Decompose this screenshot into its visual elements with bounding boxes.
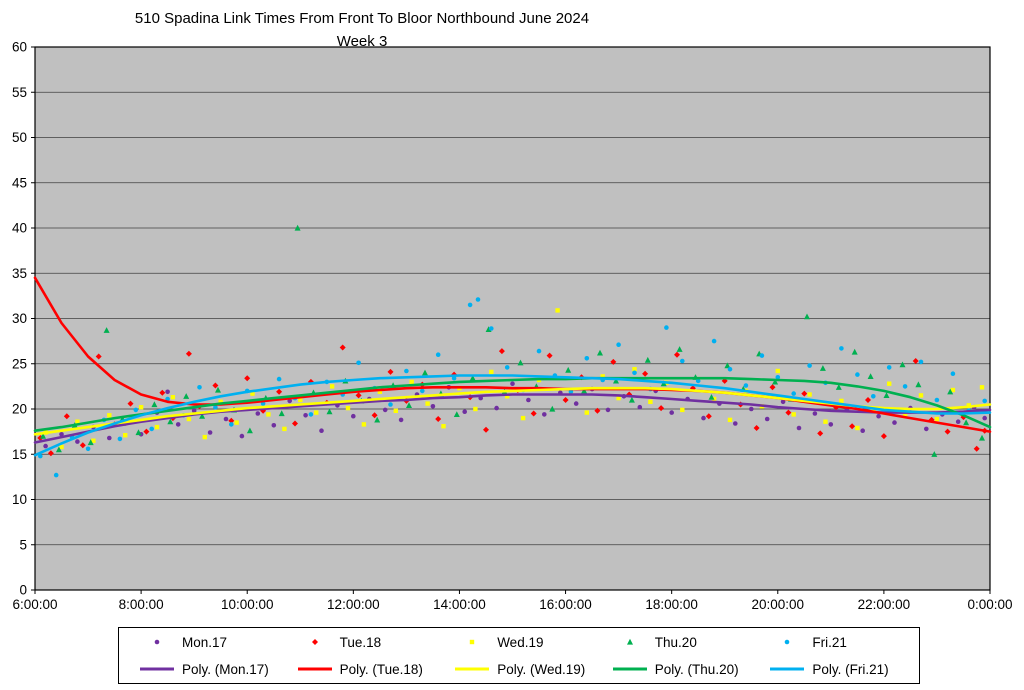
legend-label: Poly. (Wed.19) [497,661,586,677]
x-tick-label: 16:00:00 [539,597,592,612]
legend-label: Wed.19 [497,634,544,650]
x-tick-label: 22:00:00 [858,597,911,612]
legend-label: Mon.17 [182,634,228,650]
plot-svg: 0 5 10 15 20 25 30 35 40 45 50 55 60 6:00:00 8:00:00 10… [12,40,1013,613]
y-tick-label: 30 [12,311,27,326]
y-tick-label: 50 [12,130,27,145]
y-tick-label: 5 [19,537,27,552]
y-tick-label: 45 [12,175,27,190]
plot-border [34,46,991,591]
legend-swatch-icon [140,667,174,671]
legend-item-poly-tue18: Poly. (Tue.18) [283,656,441,683]
legend-label: Thu.20 [654,634,697,650]
legend-swatch-icon [770,667,805,671]
legend-swatch-icon [455,667,490,671]
legend-label: Fri.21 [812,634,847,650]
legend-item-wed19: Wed.19 [440,629,598,656]
legend-swatch-icon [469,639,475,645]
trendline-Poly. (Thu.20) [33,376,992,433]
y-tick-label: 40 [12,221,27,236]
y-tick-label: 15 [12,447,27,462]
trendline-Poly. (Tue.18) [33,276,992,433]
legend-swatch-icon [297,667,332,671]
legend-item-poly-fri21: Poly. (Fri.21) [755,656,913,683]
legend-swatch-icon [785,639,790,645]
legend-item-thu20: Thu.20 [598,629,756,656]
y-tick-label: 35 [12,266,27,281]
x-tick-label: 8:00:00 [119,597,164,612]
legend-item-poly-mon17: Poly. (Mon.17) [125,656,283,683]
x-tick-label: 20:00:00 [751,597,804,612]
legend-grid: Mon.17 Tue.18 Wed.19 Thu.20 Fri.21 Poly. (Mon… [119,629,919,683]
x-tick-label: 14:00:00 [433,597,486,612]
chart-title-line1: 510 Spadina Link Times From Front To Blo… [134,10,590,27]
legend-swatch-icon [612,667,647,671]
legend-label: Poly. (Fri.21) [812,661,889,677]
series-Fri.21 [38,297,987,478]
x-tick-label: 10:00:00 [221,597,274,612]
trendline-Poly. (Fri.21) [33,374,992,457]
y-tick-label: 20 [12,402,27,417]
legend-item-fri21: Fri.21 [755,629,913,656]
legend: Mon.17 Tue.18 Wed.19 Thu.20 Fri.21 Poly. (Mon… [118,627,920,684]
legend-swatch-icon [311,639,318,645]
x-tick-label: 12:00:00 [327,597,380,612]
legend-label: Poly. (Tue.18) [339,661,423,677]
legend-label: Poly. (Mon.17) [182,661,269,677]
legend-swatch-icon [626,638,633,645]
x-tick-label: 0:00:00 [967,597,1012,612]
y-tick-label: 25 [12,356,27,371]
chart-title-line2: Week 3 [336,33,388,51]
y-tick-label: 60 [12,40,27,55]
legend-item-poly-thu20: Poly. (Thu.20) [598,656,756,683]
legend-swatch-icon [154,639,160,645]
legend-item-poly-wed19: Poly. (Wed.19) [440,656,598,683]
legend-item-mon17: Mon.17 [125,629,283,656]
y-tick-label: 0 [19,583,27,598]
chart-title: 510 Spadina Link Times From Front To Blo… [97,7,627,54]
legend-item-tue18: Tue.18 [283,629,441,656]
legend-label: Tue.18 [339,634,382,650]
legend-label: Poly. (Thu.20) [654,661,739,677]
x-tick-label: 18:00:00 [645,597,698,612]
x-tick-label: 6:00:00 [12,597,57,612]
y-tick-label: 55 [12,85,27,100]
y-tick-label: 10 [12,492,27,507]
